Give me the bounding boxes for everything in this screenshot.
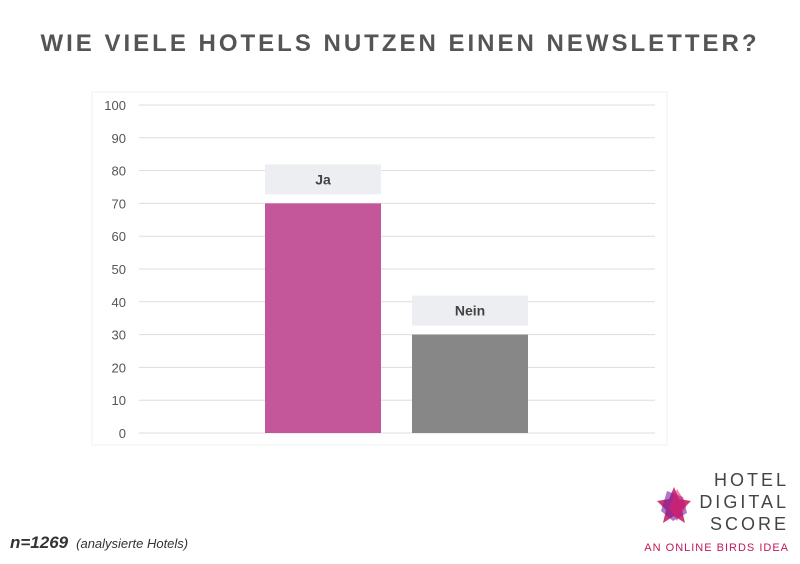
logo-tagline: AN ONLINE BIRDS IDEA xyxy=(644,542,789,554)
y-tick-label: 30 xyxy=(112,328,126,343)
bar-label: Nein xyxy=(455,303,485,319)
y-tick-label: 50 xyxy=(112,262,126,277)
y-tick-label: 100 xyxy=(104,98,126,113)
sample-size: n=1269 xyxy=(10,533,69,552)
y-axis-ticks: 0 10 20 30 40 50 60 70 80 90 100 xyxy=(104,98,126,441)
star-logo-icon xyxy=(657,487,691,523)
logo-line-digital: DIGITAL xyxy=(699,492,789,512)
y-tick-label: 0 xyxy=(119,426,126,441)
bar-label-box xyxy=(265,164,381,195)
plot-frame xyxy=(91,91,668,446)
bar-ja xyxy=(265,203,381,433)
y-tick-label: 40 xyxy=(112,295,126,310)
y-tick-label: 60 xyxy=(112,229,126,244)
sample-size-note: n=1269 (analysierte Hotels) xyxy=(10,533,188,553)
bars: Ja Nein xyxy=(265,164,528,433)
logo-line-hotel: HOTEL xyxy=(713,470,789,490)
y-tick-label: 90 xyxy=(112,131,126,146)
y-tick-label: 20 xyxy=(112,360,126,375)
hotel-digital-score-logo: HOTEL DIGITAL SCORE AN ONLINE BIRDS IDEA xyxy=(644,470,797,560)
chart-title: WIE VIELE HOTELS NUTZEN EINEN NEWSLETTER… xyxy=(40,30,760,57)
bar-label-box xyxy=(412,295,528,326)
grid xyxy=(91,91,668,446)
bar-label: Ja xyxy=(315,171,331,187)
logo-line-score: SCORE xyxy=(709,514,789,534)
sample-description: (analysierte Hotels) xyxy=(76,536,189,551)
y-tick-label: 10 xyxy=(112,393,126,408)
bar-nein xyxy=(412,334,528,433)
y-tick-label: 70 xyxy=(112,196,126,211)
y-tick-label: 80 xyxy=(112,164,126,179)
